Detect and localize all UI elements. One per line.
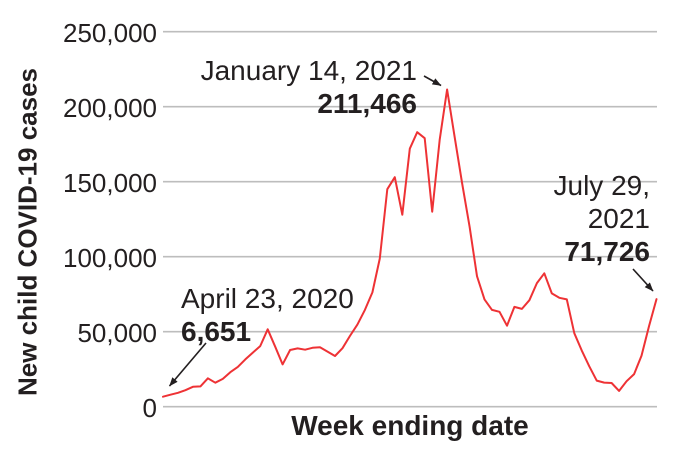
x-axis-title: Week ending date: [291, 410, 529, 441]
annotation-date-label: January 14, 2021: [200, 55, 417, 86]
y-tick-label: 0: [142, 392, 157, 423]
data-line: [162, 88, 658, 398]
annotation-value-label: 211,466: [317, 88, 417, 119]
annotation-value-label: 71,726: [564, 236, 650, 267]
annotation-january-14-2021: January 14, 2021 211,466: [201, 54, 417, 120]
annotation-value-label: 6,651: [181, 316, 252, 347]
annotation-april-23-2020: April 23, 2020 6,651: [181, 282, 354, 348]
arrow-january-14-2021: [423, 75, 442, 87]
annotation-date-label: July 29,: [553, 170, 651, 201]
arrow-july-29-2021: [632, 268, 654, 292]
annotation-date-label: April 23, 2020: [181, 283, 354, 314]
y-tick-label: 200,000: [63, 92, 157, 123]
y-tick-label: 250,000: [63, 17, 157, 48]
annotation-july-29-2021: July 29, 2021 71,726: [554, 169, 651, 268]
arrow-april-23-2020: [168, 342, 207, 387]
y-tick-label: 100,000: [63, 242, 157, 273]
y-axis-title: New child COVID-19 cases: [12, 67, 43, 397]
annotation-date-label: 2021: [587, 203, 650, 234]
y-tick-label: 50,000: [77, 317, 157, 348]
y-tick-label: 150,000: [63, 167, 157, 198]
